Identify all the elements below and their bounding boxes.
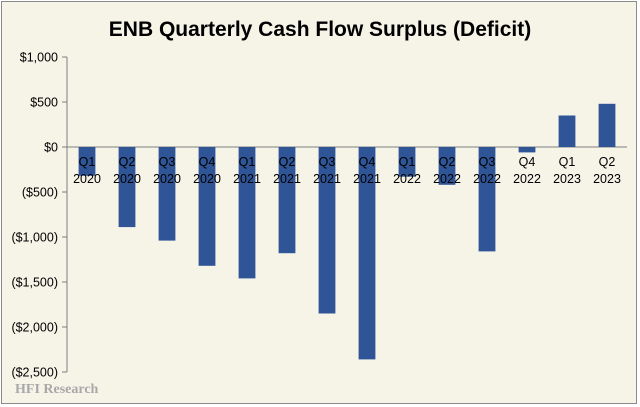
x-tick-label-quarter: Q1 xyxy=(399,155,416,169)
bar xyxy=(478,147,496,252)
x-tick-label-year: 2020 xyxy=(193,172,221,186)
y-tick-label: ($2,000) xyxy=(11,321,58,335)
x-tick-label-year: 2022 xyxy=(473,172,501,186)
bar xyxy=(518,147,536,153)
bar xyxy=(238,147,256,279)
x-tick-label-quarter: Q2 xyxy=(119,155,136,169)
x-tick-label-quarter: Q1 xyxy=(79,155,96,169)
x-tick-label-year: 2021 xyxy=(313,172,341,186)
x-tick-label-quarter: Q1 xyxy=(239,155,256,169)
x-tick-label-year: 2021 xyxy=(273,172,301,186)
y-tick-label: ($1,000) xyxy=(11,231,58,245)
x-tick-label-quarter: Q4 xyxy=(519,155,536,169)
x-tick-label-year: 2021 xyxy=(233,172,261,186)
x-tick-label-year: 2022 xyxy=(513,172,541,186)
bar xyxy=(398,147,416,177)
x-tick-label-year: 2022 xyxy=(433,172,461,186)
axes xyxy=(62,56,627,373)
x-tick-label-quarter: Q3 xyxy=(159,155,176,169)
x-tick-labels: Q1 2020 Q2 2020 Q3 2020 Q4 2020 Q1 2021 Q2 2021 Q3 20… xyxy=(73,155,621,186)
y-tick-label: $0 xyxy=(44,141,58,155)
bar xyxy=(438,147,456,185)
y-tick-label: $500 xyxy=(30,96,58,110)
x-tick-label-quarter: Q2 xyxy=(439,155,456,169)
x-tick-label-year: 2023 xyxy=(553,172,581,186)
bar xyxy=(118,147,136,228)
x-tick-label-year: 2020 xyxy=(73,172,101,186)
bar xyxy=(318,147,336,314)
y-tick-label: ($500) xyxy=(22,186,58,200)
bar xyxy=(198,147,216,266)
x-tick-label-year: 2021 xyxy=(353,172,381,186)
x-tick-label-year: 2020 xyxy=(113,172,141,186)
watermark: HFI Research xyxy=(15,382,99,397)
x-tick-label-year: 2020 xyxy=(153,172,181,186)
x-tick-label-year: 2022 xyxy=(393,172,421,186)
x-tick-label-quarter: Q1 xyxy=(559,155,576,169)
bar xyxy=(158,147,176,241)
x-tick-label-year: 2023 xyxy=(593,172,621,186)
x-tick-label-quarter: Q2 xyxy=(279,155,296,169)
bar xyxy=(78,147,96,176)
x-tick-label-quarter: Q2 xyxy=(599,155,616,169)
x-tick-label-quarter: Q4 xyxy=(359,155,376,169)
bar xyxy=(278,147,296,254)
y-tick-label: $1,000 xyxy=(20,51,58,65)
chart-title: ENB Quarterly Cash Flow Surplus (Deficit… xyxy=(109,18,531,41)
x-tick-label-quarter: Q3 xyxy=(319,155,336,169)
x-tick-label-quarter: Q3 xyxy=(479,155,496,169)
bar xyxy=(598,103,616,147)
y-tick-labels: $1,000 $500 $0 ($500) ($1,000) ($1,500) ($2,00… xyxy=(11,51,58,380)
x-tick-label-quarter: Q4 xyxy=(199,155,216,169)
y-tick-label: ($1,500) xyxy=(11,276,58,290)
bar xyxy=(358,147,376,360)
y-tick-label: ($2,500) xyxy=(11,366,58,380)
bar xyxy=(558,115,576,147)
bars xyxy=(78,103,616,360)
